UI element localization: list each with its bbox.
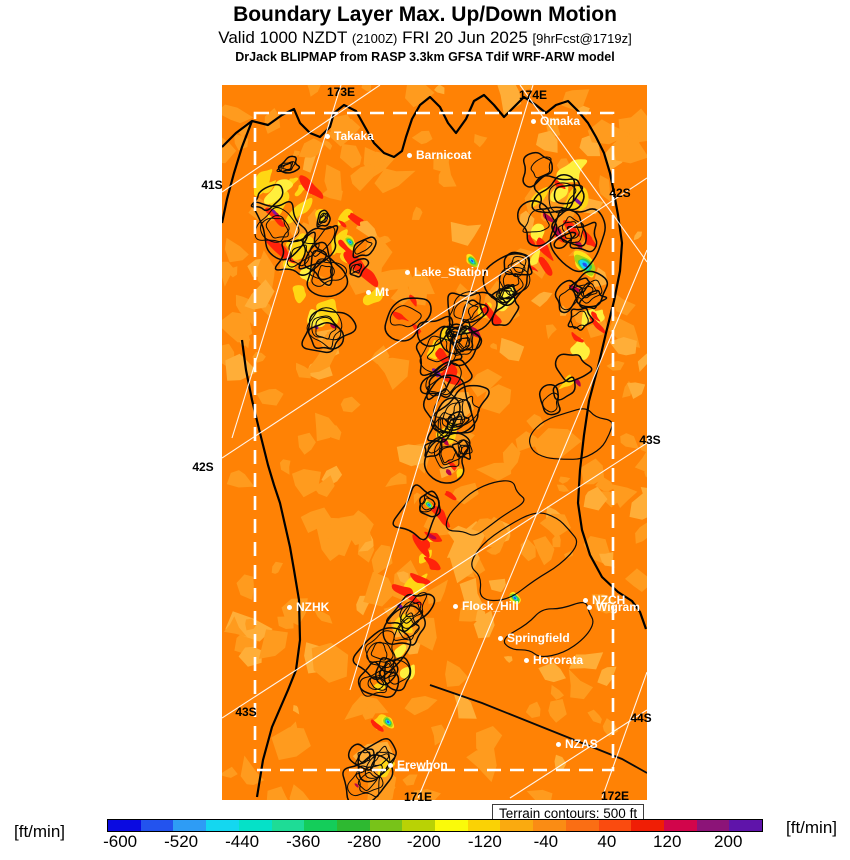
station-dot-icon xyxy=(524,657,529,663)
colorbar-segment-11 xyxy=(467,820,501,831)
colorbar-tick-200: 200 xyxy=(714,832,743,851)
grid-label-43S: 43S xyxy=(235,705,257,719)
colorbar-segment-13 xyxy=(533,820,566,831)
colorbar-segment-16 xyxy=(631,820,664,831)
valid-prefix: Valid 1000 NZDT xyxy=(218,28,348,48)
station-marker-Flock_Hill: Flock_Hill xyxy=(453,599,519,613)
colorbar-segment-17 xyxy=(663,820,697,831)
grid-label-43S: 43S xyxy=(639,433,661,447)
station-label: NZAS xyxy=(565,737,598,751)
station-marker-Barnicoat: Barnicoat xyxy=(407,148,471,162)
station-label: Springfield xyxy=(507,631,570,645)
grid-label-171E: 171E xyxy=(403,790,433,804)
station-dot-icon xyxy=(498,635,503,641)
station-label: Omaka xyxy=(540,114,581,128)
station-label: NZHK xyxy=(296,600,330,614)
colorbar-segment-14 xyxy=(565,820,599,831)
station-dot-icon xyxy=(583,597,588,603)
valid-time-line: Valid 1000 NZDT (2100Z) FRI 20 Jun 2025 … xyxy=(0,28,850,48)
station-marker-NZCH: NZCH xyxy=(583,593,625,607)
colorbar-segment-4 xyxy=(238,820,272,831)
station-label: Hororata xyxy=(533,653,584,667)
colorbar-tick--360: -360 xyxy=(286,832,321,851)
station-label: Takaka xyxy=(334,129,374,143)
grid-label-174E: 174E xyxy=(518,88,548,102)
map-canvas[interactable]: Takaka Barnicoat Omaka Lake_Station Mt NZHK Fl… xyxy=(222,85,647,800)
colorbar-tick--600: -600 xyxy=(103,832,138,851)
colorbar-tick--200: -200 xyxy=(406,832,441,851)
colorbar-segment-9 xyxy=(402,820,436,831)
colorbar-segment-12 xyxy=(500,820,534,831)
station-dot-icon xyxy=(388,762,393,768)
colorbar-tick-40: 40 xyxy=(597,832,617,851)
grid-label-42S: 42S xyxy=(609,186,631,200)
colorbar-segment-3 xyxy=(206,820,239,831)
station-label: NZCH xyxy=(592,593,626,607)
station-label: Flock_Hill xyxy=(462,599,519,613)
colorbar-segment-19 xyxy=(729,820,763,831)
grid-label-44S: 44S xyxy=(630,711,652,725)
station-label: Barnicoat xyxy=(416,148,472,162)
station-marker-Hororata: Hororata xyxy=(524,653,583,667)
station-dot-icon xyxy=(587,604,592,610)
colorbar-tick--40: -40 xyxy=(533,832,559,851)
station-dot-icon xyxy=(366,289,371,295)
station-dot-icon xyxy=(407,152,412,158)
station-label: Erewhon xyxy=(397,758,448,772)
grid-label-172E: 172E xyxy=(600,789,630,803)
colorbar-tick--120: -120 xyxy=(467,832,502,851)
station-marker-NZHK: NZHK xyxy=(287,600,329,614)
station-dot-icon xyxy=(531,118,536,124)
colorbar-segment-18 xyxy=(696,820,730,831)
colorbar-segment-5 xyxy=(271,820,305,831)
station-marker-Lake_Station: Lake_Station xyxy=(405,265,489,279)
station-marker-Erewhon: Erewhon xyxy=(388,758,448,772)
grid-label-173E: 173E xyxy=(326,85,356,99)
colorbar-units-left: [ft/min] xyxy=(14,822,66,841)
colorbar-tick--280: -280 xyxy=(347,832,382,851)
station-label: Mt xyxy=(375,285,389,299)
station-dot-icon xyxy=(453,603,458,609)
colorbar-units-right: [ft/min] xyxy=(786,818,838,837)
station-label: Wigram xyxy=(596,600,640,614)
page-title: Boundary Layer Max. Up/Down Motion xyxy=(233,3,617,26)
station-dot-icon xyxy=(405,269,410,275)
colorbar-segment-6 xyxy=(304,820,337,831)
colorbar-segment-15 xyxy=(598,820,632,831)
station-marker-Springfield: Springfield xyxy=(498,631,570,645)
colorbar-segment-7 xyxy=(336,820,370,831)
station-label: Lake_Station xyxy=(414,265,489,279)
valid-date: FRI 20 Jun 2025 xyxy=(402,28,528,48)
forecast-tag: [9hrFcst@1719z] xyxy=(532,31,632,47)
colorbar-segment-8 xyxy=(369,820,403,831)
colorbar-segment-1 xyxy=(140,820,174,831)
colorbar-segment-2 xyxy=(173,820,207,831)
colorbar-tick--440: -440 xyxy=(225,832,260,851)
colorbar-tick--520: -520 xyxy=(164,832,199,851)
station-dot-icon xyxy=(556,741,561,747)
model-info-line: DrJack BLIPMAP from RASP 3.3km GFSA Tdif… xyxy=(235,50,615,65)
station-marker-Omaka: Omaka xyxy=(531,114,580,128)
grid-label-42S: 42S xyxy=(192,460,214,474)
valid-zulu: (2100Z) xyxy=(351,31,398,47)
colorbar xyxy=(107,819,763,832)
terrain-svg xyxy=(222,85,647,800)
station-dot-icon xyxy=(325,133,330,139)
station-marker-Takaka: Takaka xyxy=(325,129,374,143)
colorbar-tick-120: 120 xyxy=(653,832,682,851)
colorbar-segment-10 xyxy=(435,820,468,831)
station-marker-Mt: Mt xyxy=(366,285,389,299)
colorbar-segment-0 xyxy=(108,820,141,831)
station-marker-NZAS: NZAS xyxy=(556,737,598,751)
station-marker-Wigram: Wigram xyxy=(587,600,640,614)
header: Boundary Layer Max. Up/Down Motion Valid… xyxy=(0,3,850,64)
grid-label-41S: 41S xyxy=(201,178,223,192)
station-dot-icon xyxy=(287,604,292,610)
colorbar-tick-labels: -600 -520 -440 -360 -280 -200 -120 -40 40 120 200 xyxy=(103,832,763,854)
